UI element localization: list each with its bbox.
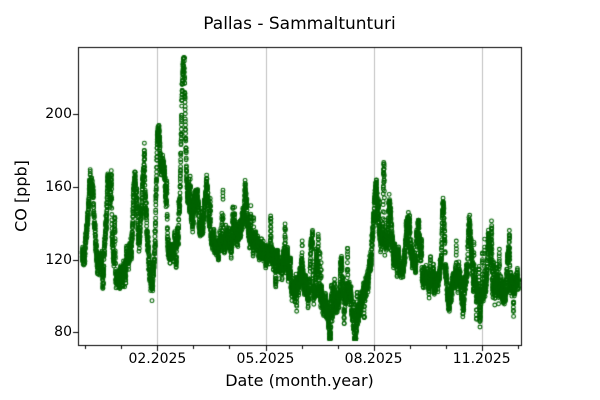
y-tick-label-160: 160 (45, 178, 72, 195)
chart-title: Pallas - Sammaltunturi (203, 14, 396, 34)
x-tick-label-02.2025: 02.2025 (128, 351, 187, 367)
y-axis-label: CO [ppb] (11, 160, 31, 232)
x-tick-label-11.2025: 11.2025 (452, 351, 511, 367)
x-tick-label-08.2025: 08.2025 (344, 351, 403, 367)
y-tick-label-80: 80 (54, 324, 72, 341)
x-tick-label-05.2025: 05.2025 (236, 351, 295, 367)
y-tick-label-200: 200 (45, 106, 72, 123)
y-tick-label-120: 120 (45, 251, 72, 268)
x-axis-label: Date (month.year) (225, 371, 374, 390)
